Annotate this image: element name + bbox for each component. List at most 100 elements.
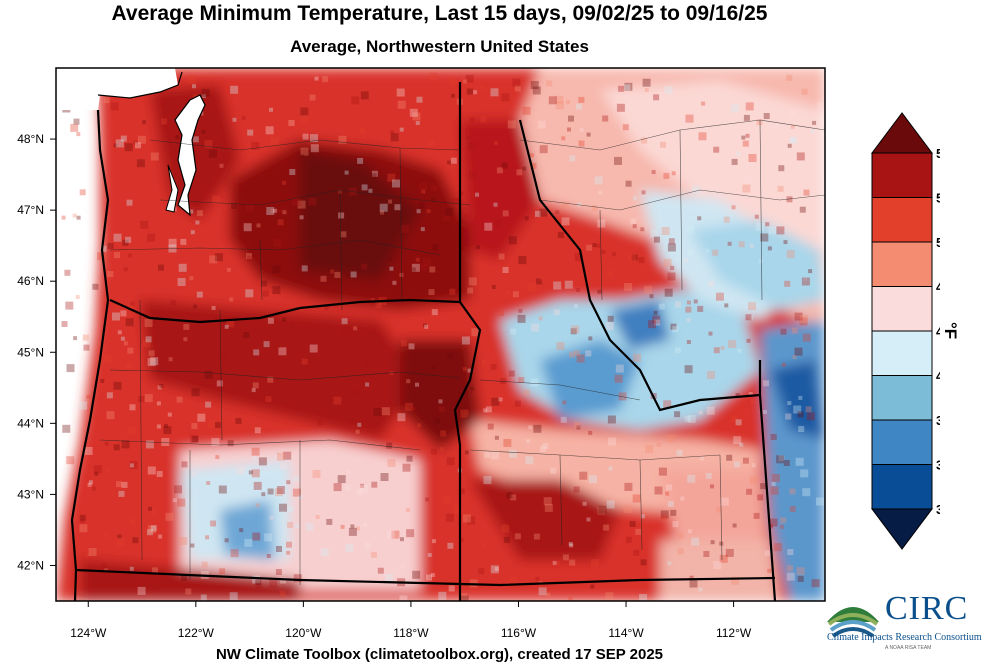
noise-pixel	[644, 88, 649, 92]
noise-pixel	[231, 203, 238, 209]
noise-pixel	[219, 568, 226, 575]
noise-pixel	[276, 486, 285, 494]
noise-pixel	[144, 319, 153, 327]
noise-pixel	[661, 514, 668, 521]
noise-pixel	[66, 364, 75, 373]
noise-pixel	[522, 106, 531, 115]
noise-pixel	[447, 160, 452, 165]
noise-pixel	[275, 569, 282, 575]
noise-pixel	[360, 483, 365, 488]
noise-pixel	[158, 534, 163, 539]
noise-pixel	[573, 486, 580, 493]
noise-pixel	[784, 280, 791, 287]
noise-pixel	[215, 253, 223, 262]
noise-pixel	[371, 481, 378, 488]
noise-pixel	[415, 121, 420, 125]
noise-pixel	[771, 481, 776, 486]
noise-pixel	[92, 283, 99, 290]
noise-pixel	[272, 286, 281, 295]
noise-pixel	[375, 302, 382, 309]
noise-pixel	[503, 536, 510, 543]
noise-pixel	[201, 129, 206, 134]
noise-pixel	[507, 120, 516, 129]
noise-pixel	[498, 397, 503, 402]
noise-pixel	[553, 281, 562, 290]
noise-pixel	[685, 306, 692, 313]
noise-pixel	[448, 585, 455, 592]
noise-pixel	[439, 447, 444, 452]
noise-pixel	[539, 145, 548, 154]
noise-pixel	[428, 140, 435, 147]
noise-pixel	[243, 223, 252, 232]
noise-pixel	[806, 412, 815, 421]
noise-pixel	[687, 474, 696, 483]
noise-pixel	[719, 554, 728, 563]
noise-pixel	[706, 406, 715, 415]
noise-pixel	[270, 209, 275, 214]
noise-pixel	[537, 120, 546, 129]
noise-pixel	[501, 524, 510, 533]
colorbar-top-triangle	[871, 112, 933, 154]
colorbar: 57.0 54.0 51.0 48.0 45.0 42.0 39.0 36.0 33.0	[871, 112, 940, 550]
y-axis: 48°N 47°N 46°N 45°N 44°N 43°N 42°N	[17, 132, 56, 572]
noise-pixel	[677, 548, 684, 555]
noise-pixel	[596, 243, 600, 248]
noise-pixel	[651, 170, 656, 174]
circ-logo-name: CIRC	[885, 590, 969, 627]
noise-pixel	[210, 520, 217, 527]
noise-pixel	[576, 103, 582, 110]
noise-pixel	[590, 559, 599, 567]
noise-pixel	[417, 423, 422, 428]
noise-pixel	[602, 115, 609, 122]
noise-pixel	[350, 524, 355, 529]
colorbar-unit: °F	[941, 322, 960, 340]
noise-pixel	[816, 497, 824, 506]
noise-pixel	[768, 226, 777, 235]
noise-pixel	[377, 567, 384, 574]
noise-pixel	[577, 202, 582, 207]
noise-pixel	[588, 430, 593, 435]
noise-pixel	[476, 245, 480, 250]
noise-pixel	[195, 220, 200, 225]
noise-pixel	[208, 149, 217, 158]
noise-pixel	[245, 289, 254, 298]
noise-pixel	[509, 523, 514, 528]
noise-pixel	[496, 167, 503, 174]
colorbar-label: 42.0	[936, 369, 940, 384]
noise-pixel	[263, 341, 270, 348]
noise-pixel	[680, 496, 685, 501]
noise-pixel	[517, 314, 526, 323]
noise-pixel	[794, 312, 803, 321]
noise-pixel	[560, 416, 567, 423]
noise-pixel	[300, 154, 305, 159]
noise-pixel	[723, 216, 730, 223]
noise-pixel	[687, 249, 694, 256]
noise-pixel	[148, 525, 156, 534]
noise-pixel	[252, 456, 257, 461]
noise-pixel	[526, 439, 531, 444]
noise-pixel	[796, 152, 805, 161]
colorbar-label: 54.0	[936, 191, 940, 206]
noise-pixel	[92, 486, 97, 491]
noise-pixel	[421, 189, 426, 194]
noise-pixel	[221, 153, 230, 162]
x-tick-label: 118°W	[393, 626, 429, 640]
noise-pixel	[698, 587, 703, 592]
noise-pixel	[660, 141, 666, 148]
noise-pixel	[672, 521, 679, 528]
noise-pixel	[150, 152, 159, 161]
noise-pixel	[715, 292, 724, 301]
noise-pixel	[667, 501, 674, 507]
noise-pixel	[524, 216, 529, 221]
noise-pixel	[207, 420, 216, 429]
noise-pixel	[698, 410, 703, 415]
noise-pixel	[776, 226, 785, 235]
noise-pixel	[462, 252, 467, 257]
noise-pixel	[310, 134, 318, 143]
noise-pixel	[104, 441, 109, 446]
noise-pixel	[75, 295, 80, 299]
noise-pixel	[481, 360, 486, 365]
noise-pixel	[630, 218, 637, 225]
noise-pixel	[330, 269, 335, 274]
noise-pixel	[121, 440, 130, 449]
